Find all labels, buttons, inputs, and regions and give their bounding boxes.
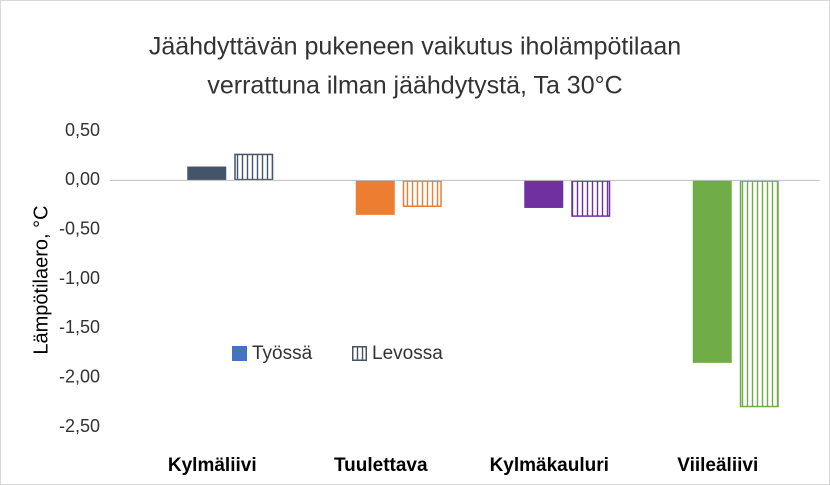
y-tick-label: -0,50 (59, 218, 100, 238)
legend-swatch (352, 346, 367, 361)
y-tick-label: -1,00 (59, 268, 100, 288)
x-tick-label: Tuulettava (334, 455, 428, 476)
bar (187, 166, 227, 181)
bar (234, 153, 274, 181)
legend-label: Levossa (372, 343, 443, 364)
chart-title: Jäähdyttävän pukeneen vaikutus iholämpöt… (149, 33, 681, 61)
x-tick-label: Kylmäliivi (168, 455, 257, 476)
bar (402, 180, 442, 207)
y-tick-label: 0,00 (65, 169, 100, 189)
bar (571, 180, 611, 217)
y-tick-label: 0,50 (65, 120, 100, 140)
bar (524, 180, 564, 208)
chart-title: verrattuna ilman jäähdytystä, Ta 30°C (207, 72, 622, 100)
y-axis-label: Lämpötilaero, °C (30, 205, 52, 354)
x-tick-label: Viileäliivi (677, 455, 758, 476)
y-tick-label: -1,50 (59, 317, 100, 337)
bar (739, 180, 779, 408)
legend-label: Työssä (252, 343, 313, 364)
x-tick-label: Kylmäkauluri (490, 455, 609, 476)
y-tick-label: -2,50 (59, 416, 100, 436)
bar (692, 180, 732, 363)
y-tick-label: -2,00 (59, 366, 100, 386)
legend-swatch (232, 346, 247, 361)
bar (355, 180, 395, 215)
